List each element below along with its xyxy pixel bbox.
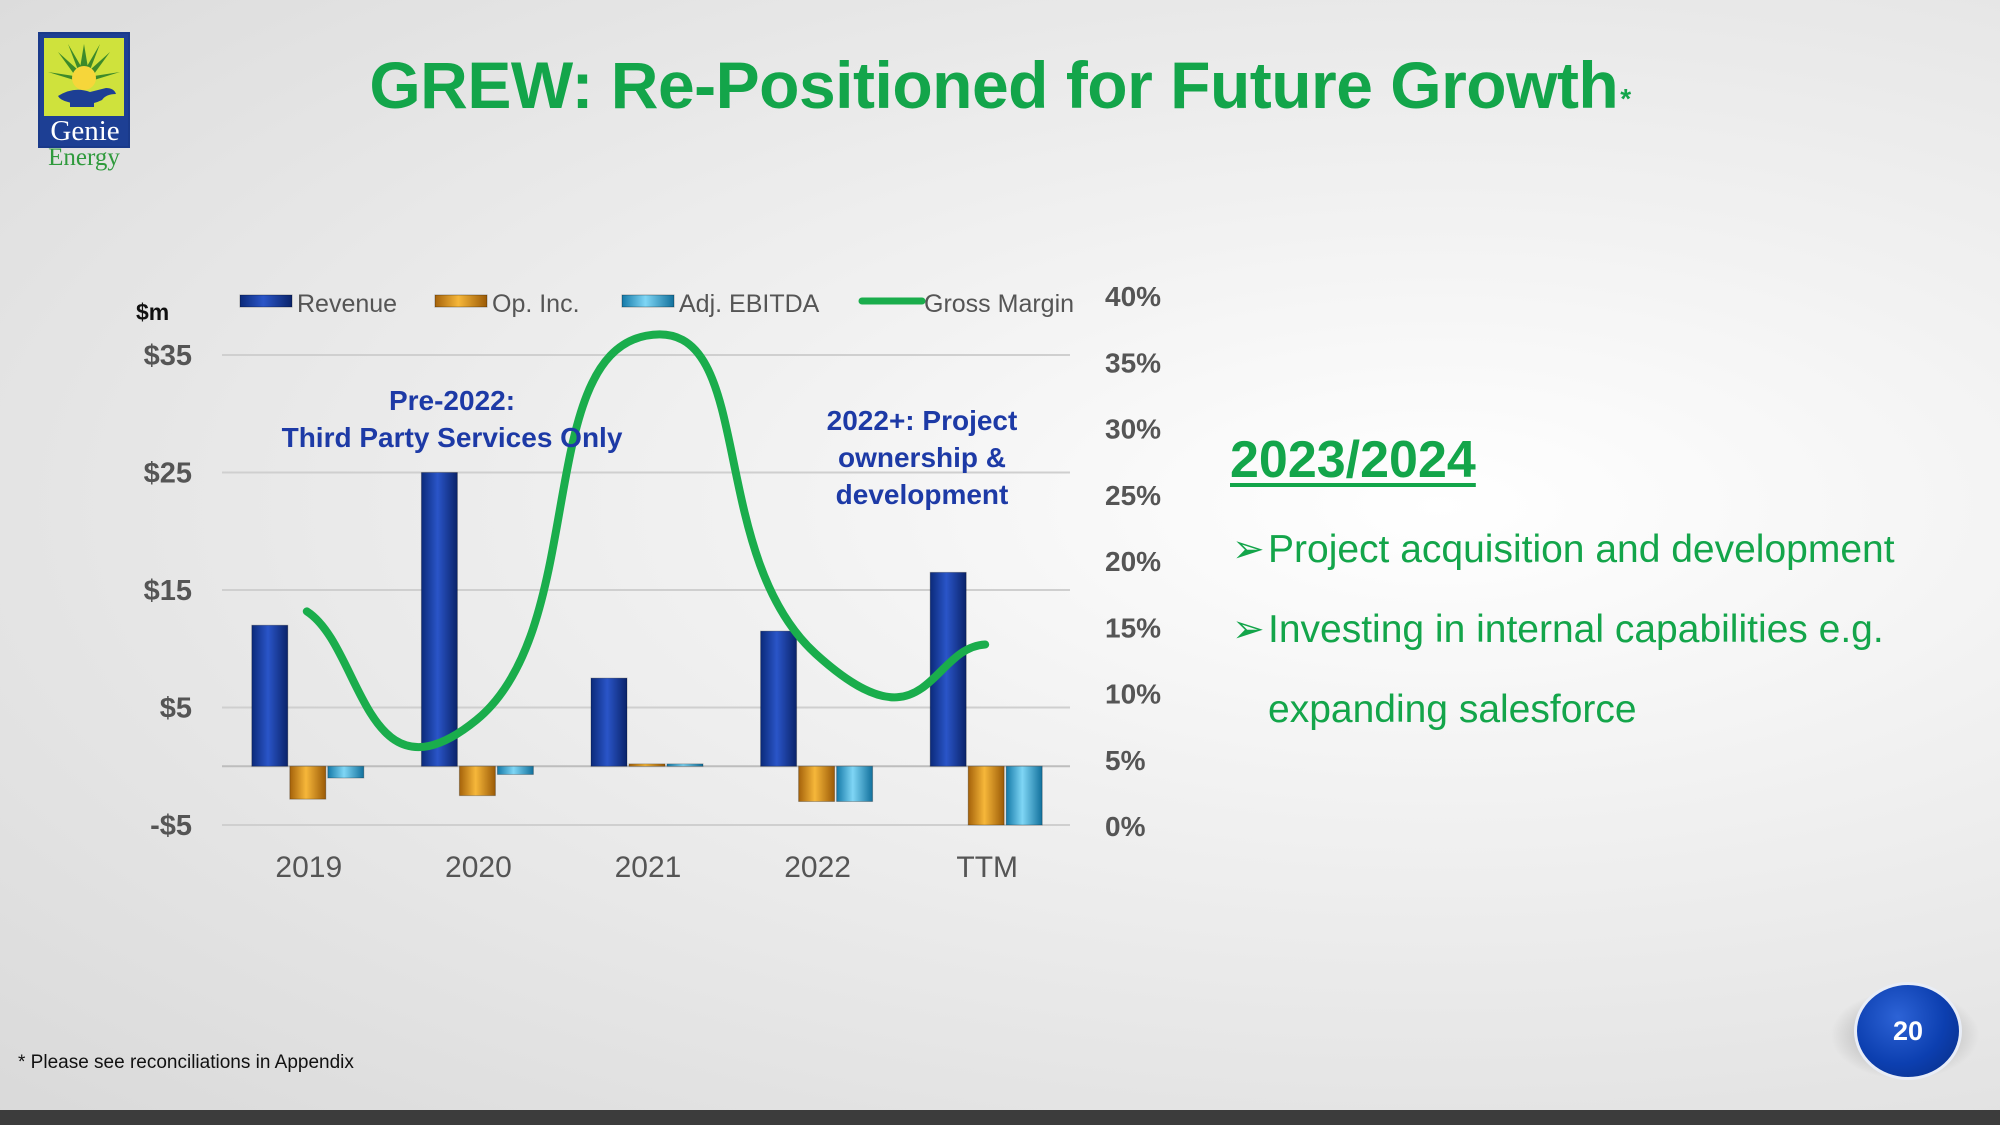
right-axis-tick-label: 15% <box>1105 612 1161 643</box>
legend-label: Gross Margin <box>924 290 1074 318</box>
bar-adj-ebitda <box>666 763 704 767</box>
arrow-bullet-icon: ➢ <box>1232 528 1265 571</box>
legend-label: Adj. EBITDA <box>679 290 820 318</box>
bar-op-inc <box>458 765 496 797</box>
period-heading: 2023/2024 <box>1230 431 1476 489</box>
bars <box>251 472 1043 826</box>
bar-op-inc <box>798 765 836 802</box>
chart-annotation-line: ownership & <box>838 442 1006 473</box>
x-axis-tick-label: 2022 <box>784 851 851 884</box>
chart-annotation-line: Pre-2022: <box>389 385 515 416</box>
chart-text: $35 $25 $15 $5 -$5 $m 40% 35% 30% 25% 20% 15% 10% 5% 0… <box>136 281 1161 884</box>
bar-revenue <box>420 472 458 767</box>
gross-margin-line <box>302 330 990 752</box>
footnote: * Please see reconciliations in Appendix <box>18 1052 354 1073</box>
bar-op-inc <box>967 765 1005 826</box>
x-axis-tick-label: 2020 <box>445 851 512 884</box>
page-number: 20 <box>1892 1015 1924 1046</box>
left-axis-tick-label: $5 <box>160 693 192 725</box>
bullet-item: ➢ Investing in internal capabilities e.g… <box>1232 590 1972 750</box>
bar-revenue <box>251 624 289 767</box>
x-axis-tick-label: 2019 <box>275 851 342 884</box>
bar-adj-ebitda <box>496 765 534 775</box>
chart-annotation-line: development <box>836 479 1009 510</box>
chart-annotation-line: 2022+: Project <box>827 405 1018 436</box>
chart-annotation-line: Third Party Services Only <box>282 422 623 453</box>
bar-op-inc <box>289 765 327 800</box>
legend-label: Revenue <box>297 290 397 318</box>
logo-lamp-sun-icon <box>44 38 124 116</box>
title-asterisk: * <box>1620 83 1631 114</box>
left-axis-tick-label: $15 <box>144 575 192 607</box>
legend-swatch <box>434 294 488 308</box>
legend-swatch <box>621 294 675 308</box>
page-number-badge: 20 <box>1854 982 1962 1080</box>
bar-op-inc <box>628 763 666 767</box>
right-axis-tick-label: 40% <box>1105 281 1161 312</box>
gross-margin-line-layer <box>302 330 990 752</box>
right-axis-tick-label: 35% <box>1105 347 1161 378</box>
genie-energy-logo: Genie Energy <box>38 32 130 172</box>
logo-word-energy: Energy <box>48 144 120 171</box>
legend-label: Op. Inc. <box>492 290 580 318</box>
legend-swatch <box>239 294 293 308</box>
slide-title: GREW: Re-Positioned for Future Growth* <box>0 40 2000 130</box>
left-axis-tick-label: $35 <box>144 340 192 372</box>
bullet-text: Project acquisition and development <box>1268 528 1895 571</box>
x-axis-tick-label: TTM <box>956 851 1018 884</box>
left-axis-tick-label: -$5 <box>150 810 192 842</box>
left-axis-tick-label: $25 <box>144 458 192 490</box>
right-axis-tick-label: 0% <box>1105 811 1146 842</box>
bar-adj-ebitda <box>1005 765 1043 826</box>
bar-revenue <box>590 677 628 767</box>
bottom-bar <box>0 1110 2000 1125</box>
logo-word-genie: Genie <box>50 115 120 147</box>
bullet-item: ➢ Project acquisition and development <box>1232 510 1972 590</box>
bar-revenue <box>760 630 798 767</box>
bullet-text: Investing in internal capabilities e.g. … <box>1268 608 1884 731</box>
right-axis-tick-label: 25% <box>1105 480 1161 511</box>
logo-box: Genie <box>38 32 130 148</box>
x-axis-tick-label: 2021 <box>615 851 682 884</box>
right-axis-tick-label: 5% <box>1105 745 1146 776</box>
bar-adj-ebitda <box>836 765 874 802</box>
left-axis-unit-label: $m <box>136 299 169 325</box>
right-axis-tick-label: 10% <box>1105 679 1161 710</box>
bar-adj-ebitda <box>327 765 365 779</box>
slide-title-text: GREW: Re-Positioned for Future Growth <box>369 48 1619 122</box>
financial-chart: $35 $25 $15 $5 -$5 $m 40% 35% 30% 25% 20% 15% 10% 5% 0… <box>136 281 1161 884</box>
right-axis-tick-label: 30% <box>1105 414 1161 445</box>
arrow-bullet-icon: ➢ <box>1232 608 1265 651</box>
right-axis-tick-label: 20% <box>1105 546 1161 577</box>
bullet-list: ➢ Project acquisition and development ➢ … <box>1232 510 1972 750</box>
